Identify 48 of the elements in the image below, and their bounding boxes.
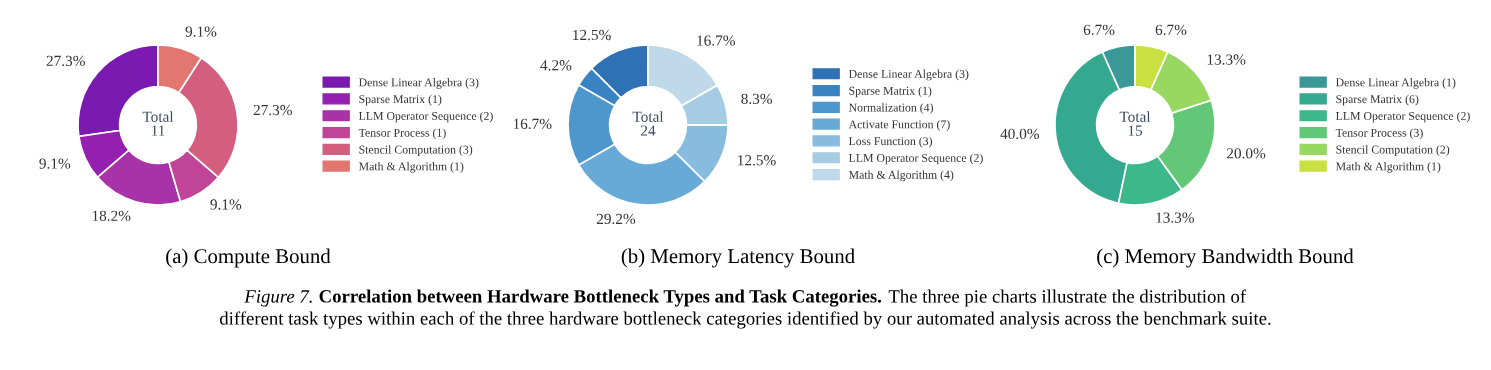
legend-label: Math & Algorithm (4): [848, 170, 954, 182]
legend-label: Tensor Process (3): [1335, 128, 1423, 140]
data-label: 18.2%: [92, 210, 131, 221]
caption: Figure 7.: [244, 290, 312, 307]
text: Correlation between Hardware Bottleneck Types and Task Categories.: [319, 289, 882, 307]
legend-label: Normalization (4): [848, 103, 933, 114]
text: different task types within each of the three hardware bottleneck categories identified by our automated analysis across the benchmark suite.: [219, 311, 1271, 329]
text: Total 24: [632, 111, 664, 136]
data-label: 6.7%: [1083, 24, 1115, 36]
legend-label: LLM Operator Sequence (2): [1335, 111, 1470, 123]
legend-label: Dense Linear Algebra (1): [1335, 78, 1456, 89]
data-label: 8.3%: [741, 93, 773, 105]
legend-label: Dense Linear Algebra (3): [848, 69, 969, 81]
data-label: 4.2%: [540, 60, 572, 71]
data-label: 9.1%: [185, 26, 217, 37]
data-label: 16.7%: [513, 118, 552, 130]
data-label: 13.3%: [1207, 54, 1246, 65]
data-label: 9.1%: [210, 199, 242, 210]
data-label: 9.1%: [39, 158, 71, 169]
legend-label: Stencil Computation (3): [359, 145, 473, 156]
data-label: 27.3%: [46, 55, 85, 67]
legend-label: Math & Algorithm (1): [1335, 162, 1441, 173]
legend-label: LLM Operator Sequence (2): [848, 153, 983, 165]
data-label: 27.3%: [253, 104, 292, 116]
data-label: 13.3%: [1156, 212, 1194, 223]
legend-label: Sparse Matrix (1): [359, 94, 442, 106]
legend-label: Tensor Process (1): [358, 128, 446, 140]
legend-label: Stencil Computation (2): [1336, 145, 1450, 156]
text: Total 15: [1119, 111, 1151, 136]
text: The three pie charts illustrate the distribution of: [888, 289, 1247, 307]
text: (c) Memory Bandwidth Bound: [1097, 248, 1354, 268]
data-label: 20.0%: [1226, 148, 1266, 159]
legend-label: Loss Function (3): [848, 136, 933, 148]
data-label: 16.7%: [697, 35, 735, 46]
text: (a) Compute Bound: [166, 248, 331, 268]
legend-label: Math & Algorithm (1): [358, 162, 464, 173]
data-label: 6.7%: [1155, 24, 1187, 36]
legend-label: Dense Linear Algebra (3): [358, 78, 479, 89]
data-label: 40.0%: [1000, 128, 1040, 140]
legend-label: Sparse Matrix (6): [1336, 94, 1419, 106]
data-label: 12.5%: [738, 155, 776, 166]
legend-label: LLM Operator Sequence (2): [358, 111, 493, 123]
legend-label: Activate Function (7): [848, 120, 950, 131]
data-label: 12.5%: [573, 29, 611, 41]
data-label: 29.2%: [596, 213, 636, 225]
text: (b) Memory Latency Bound: [621, 248, 855, 268]
legend-label: Sparse Matrix (1): [849, 86, 932, 98]
text: Total 11: [142, 111, 174, 136]
